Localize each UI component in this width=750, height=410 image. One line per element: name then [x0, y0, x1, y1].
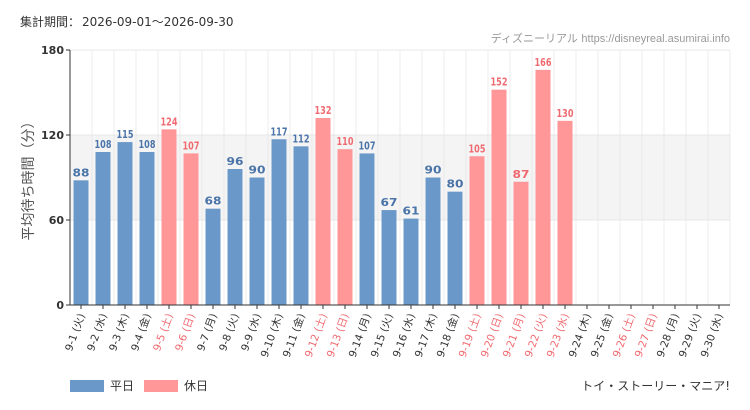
bar-value-label: 88: [73, 166, 90, 179]
bar-value-label: 132: [315, 104, 332, 117]
bar-weekday: [271, 139, 287, 305]
bar-holiday: [183, 153, 199, 305]
bar-holiday: [161, 129, 177, 305]
x-tick-layer: 9-1 (火)9-2 (水)9-3 (木)9-4 (金)9-5 (土)9-6 (…: [63, 305, 726, 359]
legend-swatch-holiday: [144, 379, 179, 392]
bar-weekday: [403, 218, 419, 305]
bar-value-label: 80: [447, 178, 464, 191]
y-tick-label: 180: [41, 44, 64, 57]
bar-holiday: [337, 149, 353, 305]
bar-value-label: 130: [557, 107, 574, 120]
y-tick-layer: 0 60 120 180: [41, 44, 70, 312]
legend-swatch-weekday: [70, 379, 104, 392]
bar-value-label: 110: [337, 135, 354, 148]
bar-weekday: [73, 180, 89, 305]
bar-value-label: 90: [249, 164, 266, 177]
bar-weekday: [249, 177, 265, 305]
legend-label-weekday: 平日: [110, 379, 135, 393]
bar-holiday: [315, 118, 331, 305]
bar-value-label: 61: [403, 205, 420, 218]
x-tick-label: 9-3 (木): [107, 312, 132, 353]
bar-weekday: [205, 208, 221, 305]
bar-value-label: 152: [491, 76, 508, 89]
axis-layer: [69, 50, 730, 306]
bar-value-label: 166: [535, 56, 552, 69]
legend-item-holiday[interactable]: 休日: [144, 377, 208, 394]
bar-value-label: 67: [381, 196, 398, 209]
x-tick-label: 9-4 (金): [128, 312, 154, 353]
bar-weekday: [447, 191, 463, 305]
y-axis-title: 平均待ち時間（分）: [21, 115, 37, 241]
bar-holiday: [491, 89, 507, 306]
bar-value-label: 108: [139, 138, 156, 151]
bar-value-label: 108: [95, 138, 112, 151]
bar-value-label: 90: [425, 164, 442, 177]
source-url[interactable]: https://disneyreal.asumirai.info: [581, 33, 730, 45]
gridline-layer: [69, 49, 731, 305]
bar-layer: [73, 69, 573, 306]
bar-value-label: 107: [359, 139, 376, 152]
bar-weekday: [293, 146, 309, 305]
bar-weekday: [359, 153, 375, 305]
legend-item-weekday[interactable]: 平日: [70, 377, 134, 394]
x-tick-label: 9-8 (火): [217, 312, 242, 353]
bar-value-label: 124: [161, 115, 178, 128]
x-tick-label: 9-5 (土): [150, 312, 176, 353]
bar-value-label: 68: [205, 195, 222, 208]
y-tick-label: 120: [41, 129, 64, 142]
bar-value-label: 105: [469, 142, 486, 155]
x-tick-label: 9-2 (水): [85, 312, 110, 353]
y-tick-label: 0: [56, 299, 64, 312]
bar-holiday: [535, 69, 551, 305]
bar-weekday: [139, 152, 155, 305]
period-value: 2026-09-01〜2026-09-30: [82, 15, 234, 29]
bar-weekday: [95, 152, 111, 305]
source-name: ディズニーリアル: [490, 32, 578, 45]
bar-value-label: 117: [271, 125, 288, 138]
legend: 平日 休日: [70, 377, 208, 394]
source-credit: ディズニーリアル https://disneyreal.asumirai.inf…: [491, 30, 730, 46]
bar-holiday: [513, 181, 529, 305]
legend-label-holiday: 休日: [184, 379, 209, 393]
period-separator: ：: [68, 15, 81, 29]
bar-weekday: [381, 210, 397, 305]
y-tick-label: 60: [49, 214, 65, 227]
value-label-layer: 88 108 115 108 124 107 68 96 90 117 112 132 110 107 67…: [73, 56, 574, 218]
bar-value-label: 87: [513, 168, 530, 181]
bar-value-label: 112: [293, 132, 310, 145]
bar-weekday: [117, 142, 133, 305]
bar-value-label: 107: [183, 139, 200, 152]
bar-value-label: 115: [117, 128, 134, 141]
bar-holiday: [557, 120, 573, 305]
period-label: 集計期間: [20, 15, 69, 29]
x-tick-label: 9-30 (水): [699, 312, 726, 359]
x-tick-label: 9-9 (水): [239, 312, 264, 353]
period-line: 集計期間： 2026-09-01〜2026-09-30: [20, 13, 234, 30]
bar-holiday: [469, 156, 485, 305]
attraction-name: トイ・ストーリー・マニア!: [581, 379, 730, 393]
x-tick-label: 9-1 (火): [63, 312, 88, 353]
bar-weekday: [227, 169, 243, 305]
bar-value-label: 96: [227, 155, 244, 168]
x-tick-label: 9-7 (月): [195, 312, 220, 353]
x-tick-label: 9-6 (日): [173, 312, 198, 353]
bar-weekday: [425, 177, 441, 305]
